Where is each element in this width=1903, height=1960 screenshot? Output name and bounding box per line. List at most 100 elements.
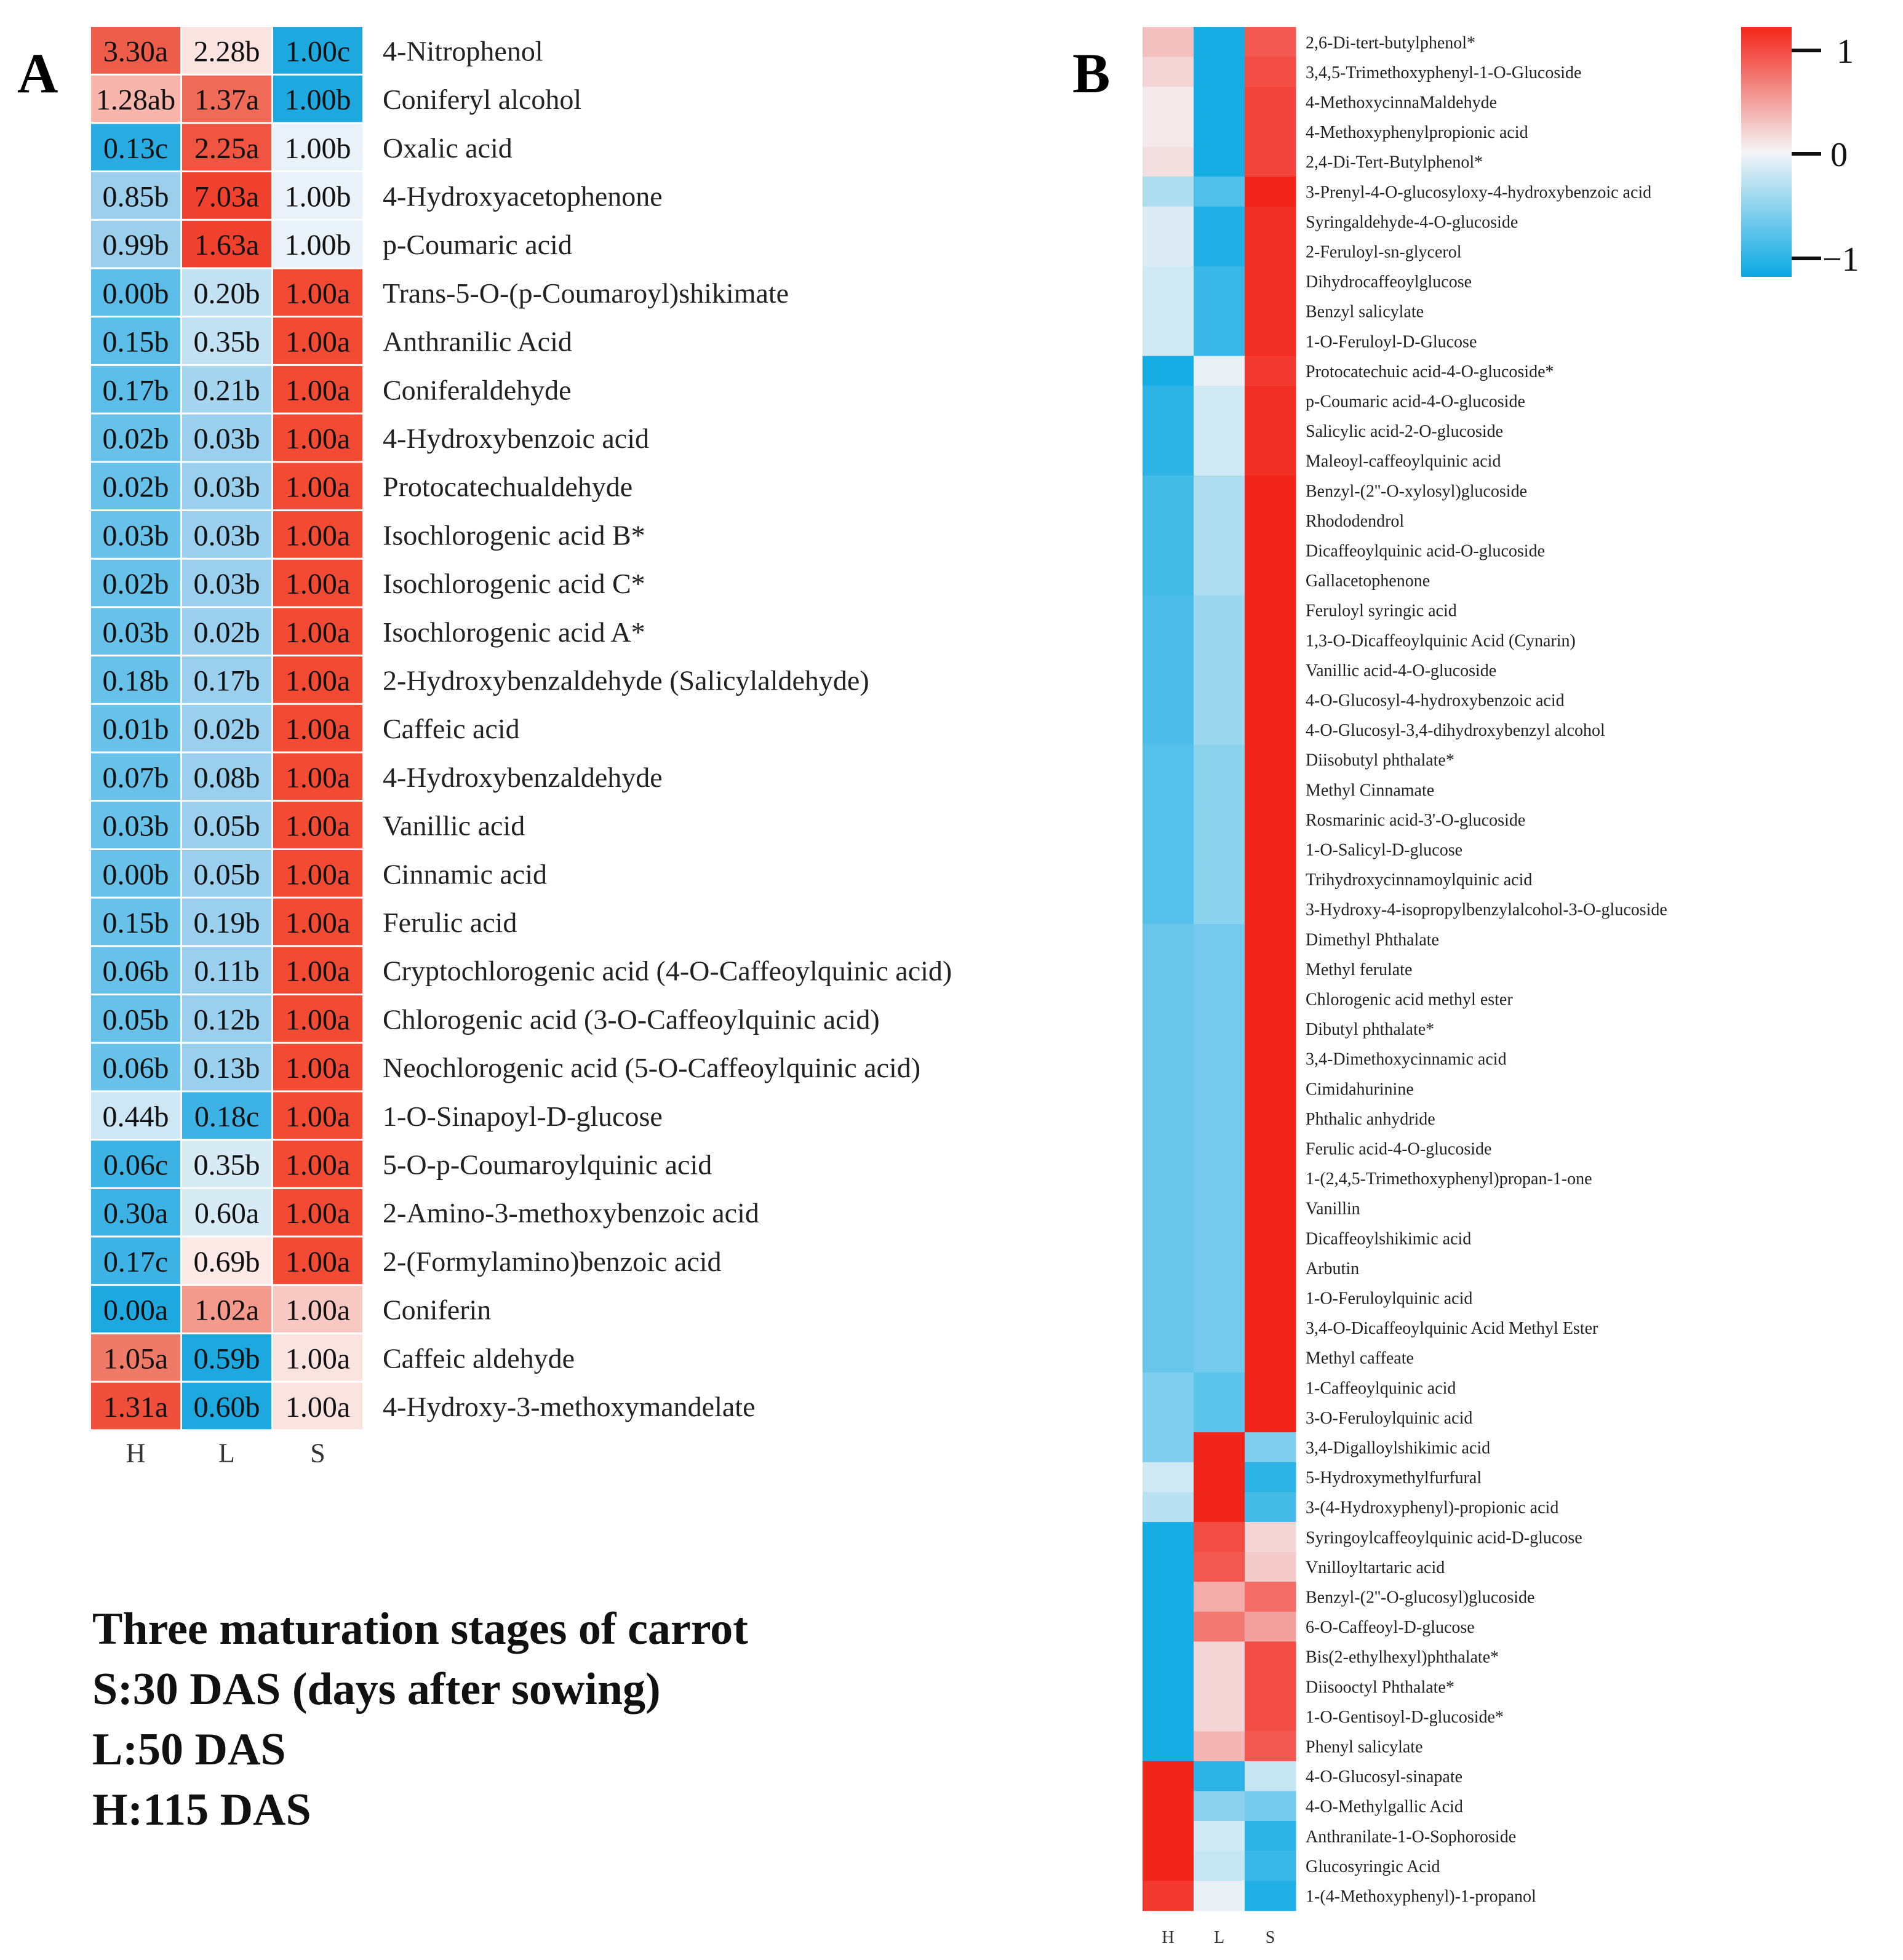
heatmap-b: 2,6-Di-tert-butylphenol* 3,4,5-Trimethoxy… bbox=[1143, 27, 1667, 1947]
heatmap-b-row-label: Dibutyl phthalate* bbox=[1306, 1020, 1434, 1039]
heatmap-b-cell bbox=[1245, 1074, 1296, 1104]
heatmap-b-cell bbox=[1245, 924, 1296, 955]
heatmap-b-cell bbox=[1143, 714, 1194, 745]
heatmap-b-cell bbox=[1143, 1074, 1194, 1104]
heatmap-b-row-label: 4-Methoxyphenylpropionic acid bbox=[1306, 123, 1528, 142]
heatmap-a-cell bbox=[273, 75, 362, 122]
heatmap-a-cell bbox=[273, 656, 362, 703]
heatmap-b-cell bbox=[1194, 834, 1245, 865]
heatmap-b-cell bbox=[1245, 87, 1296, 118]
color-legend: 1 0 −1 bbox=[1741, 27, 1859, 279]
heatmap-a-cell-value: 0.15b bbox=[103, 907, 169, 939]
heatmap-b-cell bbox=[1194, 1223, 1245, 1254]
heatmap-a-cell-value: 2.28b bbox=[194, 35, 260, 68]
heatmap-b-cell bbox=[1143, 1701, 1194, 1732]
heatmap-a-cell-value: 0.99b bbox=[103, 229, 169, 261]
heatmap-b-cell bbox=[1245, 1312, 1296, 1343]
heatmap-a-cell bbox=[273, 559, 362, 607]
heatmap-b-row-label: 4-O-Glucosyl-sinapate bbox=[1306, 1767, 1462, 1787]
heatmap-a-row-label: 4-Hydroxybenzoic acid bbox=[383, 423, 649, 454]
heatmap-a-cell-value: 0.08b bbox=[194, 762, 260, 794]
heatmap-b-cell bbox=[1245, 565, 1296, 596]
panel-label-a: A bbox=[17, 42, 58, 105]
heatmap-b-cell bbox=[1143, 804, 1194, 835]
heatmap-b-cell bbox=[1143, 1312, 1194, 1343]
heatmap-b-cell bbox=[1194, 236, 1245, 267]
heatmap-b-row-label: Salicylic acid-2-O-glucoside bbox=[1306, 422, 1503, 441]
heatmap-a-cell-value: 0.69b bbox=[194, 1246, 260, 1278]
heatmap-b-cell bbox=[1143, 445, 1194, 476]
heatmap-b-row-label: Methyl ferulate bbox=[1306, 960, 1412, 979]
heatmap-a-cell bbox=[91, 269, 180, 316]
heatmap-b-cell bbox=[1194, 1701, 1245, 1732]
heatmap-a-cell-value: 1.00a bbox=[285, 1294, 350, 1327]
heatmap-a-cell bbox=[273, 608, 362, 655]
heatmap-b-cell bbox=[1143, 924, 1194, 955]
heatmap-b-cell bbox=[1194, 326, 1245, 357]
heatmap-a-cell-value: 0.60a bbox=[194, 1197, 259, 1230]
heatmap-b-cell bbox=[1194, 476, 1245, 506]
caption-line-3: L:50 DAS bbox=[92, 1724, 286, 1775]
heatmap-b-cell bbox=[1143, 1283, 1194, 1313]
heatmap-a-cell-value: 0.03b bbox=[103, 616, 169, 649]
heatmap-b-row-label: Vanillin bbox=[1306, 1200, 1360, 1219]
heatmap-a-cell-value: 1.00a bbox=[285, 471, 350, 504]
heatmap-a-cell bbox=[182, 317, 271, 364]
heatmap-a-column-label: H bbox=[126, 1438, 146, 1468]
heatmap-b-cell bbox=[1143, 1432, 1194, 1463]
heatmap-a-cell bbox=[91, 463, 180, 509]
heatmap-b-row-label: 4-O-Glucosyl-4-hydroxybenzoic acid bbox=[1306, 691, 1565, 711]
heatmap-a-cell-value: 0.03b bbox=[103, 519, 169, 552]
heatmap-b-cell bbox=[1143, 984, 1194, 1014]
heatmap-a-cell-value: 0.05b bbox=[103, 1003, 169, 1036]
heatmap-b-row-label: 3-Hydroxy-4-isopropylbenzylalcohol-3-O-g… bbox=[1306, 901, 1667, 920]
heatmap-a-cell-value: 1.00a bbox=[285, 810, 350, 843]
heatmap-b-cell bbox=[1245, 655, 1296, 685]
heatmap-b-cell bbox=[1245, 1552, 1296, 1582]
heatmap-a-cell-value: 0.18b bbox=[103, 664, 169, 697]
heatmap-a-cell bbox=[182, 802, 271, 848]
heatmap-b-cell bbox=[1245, 57, 1296, 87]
heatmap-b-cell bbox=[1194, 1372, 1245, 1403]
heatmap-b-cell bbox=[1245, 445, 1296, 476]
caption: Three maturation stages of carrot S:30 D… bbox=[92, 1604, 748, 1835]
heatmap-b-cell bbox=[1245, 1402, 1296, 1433]
heatmap-a-row-label: Cinnamic acid bbox=[383, 858, 547, 890]
heatmap-b-row-label: 3-Prenyl-4-O-glucosyloxy-4-hydroxybenzoi… bbox=[1306, 183, 1651, 202]
heatmap-b-row-label: 4-O-Glucosyl-3,4-dihydroxybenzyl alcohol bbox=[1306, 721, 1605, 740]
color-legend-label-mid: 0 bbox=[1830, 136, 1848, 174]
heatmap-b-cell bbox=[1245, 1372, 1296, 1403]
heatmap-a-cell-value: 0.35b bbox=[194, 1149, 260, 1181]
heatmap-a-cell-value: 1.37a bbox=[194, 84, 259, 116]
heatmap-a-cell bbox=[182, 704, 271, 752]
heatmap-b-cell bbox=[1143, 206, 1194, 237]
heatmap-a-cell-value: 1.00a bbox=[285, 713, 350, 746]
heatmap-a-cell-value: 1.00b bbox=[285, 132, 351, 165]
heatmap-a-cell bbox=[91, 656, 180, 703]
heatmap-b-cell bbox=[1194, 1850, 1245, 1881]
heatmap-b-cell bbox=[1143, 954, 1194, 984]
heatmap-b-cell bbox=[1143, 1522, 1194, 1553]
heatmap-b-row-label: Syringoylcaffeoylquinic acid-D-glucose bbox=[1306, 1528, 1582, 1547]
heatmap-b-cell bbox=[1245, 1582, 1296, 1612]
heatmap-b-cell bbox=[1245, 1462, 1296, 1492]
heatmap-b-cell bbox=[1245, 206, 1296, 237]
heatmap-b-row-label: Ferulic acid-4-O-glucoside bbox=[1306, 1140, 1491, 1159]
heatmap-b-cell bbox=[1245, 1850, 1296, 1881]
heatmap-b-row-label: Protocatechuic acid-4-O-glucoside* bbox=[1306, 362, 1554, 381]
heatmap-a-cell bbox=[273, 172, 362, 219]
heatmap-a-cell-value: 1.02a bbox=[194, 1294, 259, 1327]
heatmap-a-row-label: p-Coumaric acid bbox=[383, 229, 572, 260]
heatmap-b-cell bbox=[1245, 1761, 1296, 1791]
heatmap-b-row-label: Vanillic acid-4-O-glucoside bbox=[1306, 661, 1496, 680]
heatmap-b-cell bbox=[1194, 116, 1245, 147]
heatmap-b-cell bbox=[1245, 1791, 1296, 1822]
heatmap-b-row-label: Dihydrocaffeoylglucose bbox=[1306, 273, 1472, 292]
heatmap-b-cell bbox=[1143, 1881, 1194, 1911]
heatmap-a-cell bbox=[182, 608, 271, 655]
caption-line-2: S:30 DAS (days after sowing) bbox=[92, 1664, 661, 1715]
heatmap-b-cell bbox=[1143, 1163, 1194, 1193]
heatmap-a-cell bbox=[273, 124, 362, 171]
heatmap-a-cell-value: 0.02b bbox=[103, 471, 169, 504]
heatmap-a-cell bbox=[91, 1043, 180, 1091]
